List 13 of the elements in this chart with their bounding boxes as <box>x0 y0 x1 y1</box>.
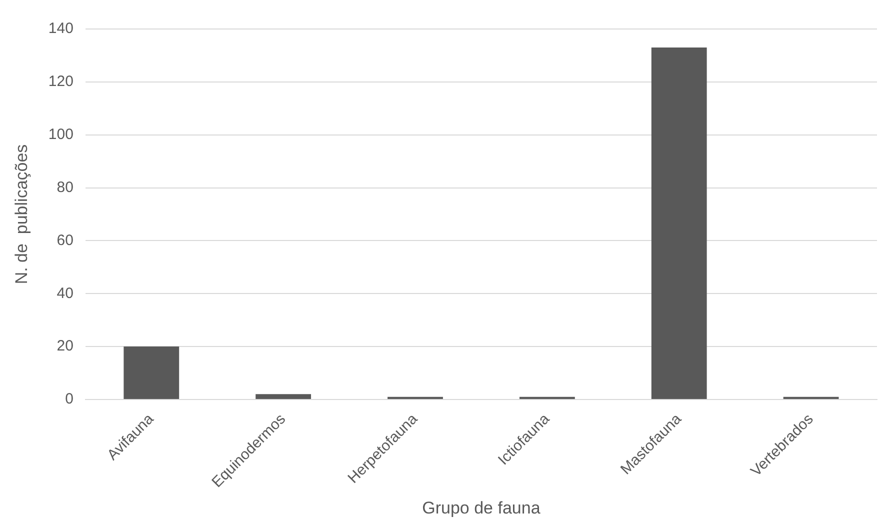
y-tick-label: 100 <box>48 126 74 143</box>
y-tick-label: 140 <box>48 20 74 38</box>
y-tick-label: 60 <box>56 232 74 249</box>
y-tick-label: 80 <box>56 178 74 196</box>
y-tick-label: 40 <box>56 284 74 302</box>
y-tick-label: 20 <box>56 338 74 355</box>
bar <box>651 48 707 399</box>
bar <box>256 394 312 399</box>
y-tick-label: 0 <box>65 390 74 408</box>
y-tick-label: 120 <box>48 73 74 90</box>
x-axis-title: Grupo de fauna <box>422 498 541 518</box>
bar <box>124 346 180 399</box>
y-axis-title: N. de publicações <box>12 144 31 284</box>
